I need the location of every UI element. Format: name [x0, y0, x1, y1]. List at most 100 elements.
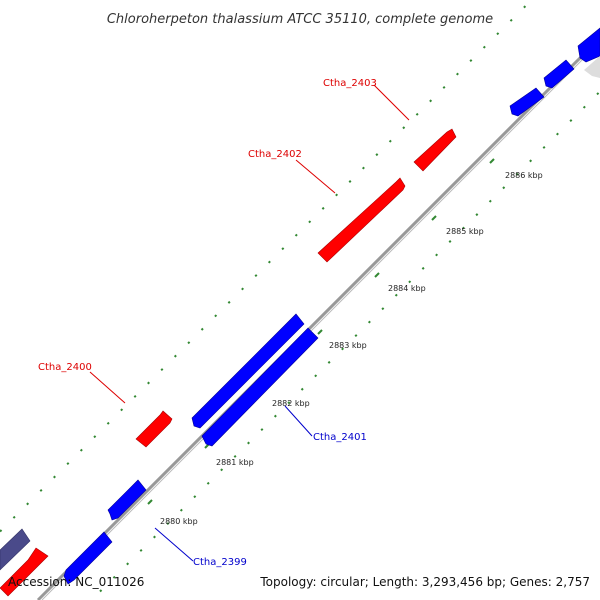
- gene-label-ctha-2400[interactable]: Ctha_2400: [38, 362, 92, 373]
- gene-arrow-reverse[interactable]: [577, 27, 600, 63]
- label-leaders: [89, 84, 410, 562]
- minor-tick: [556, 132, 559, 136]
- minor-tick: [415, 112, 419, 116]
- minor-tick: [281, 247, 285, 251]
- minor-tick: [147, 381, 150, 385]
- minor-tick: [327, 360, 331, 364]
- minor-tick: [26, 502, 30, 506]
- forward-genes: [0, 128, 457, 597]
- minor-tick: [153, 535, 156, 539]
- minor-tick: [375, 153, 379, 157]
- minor-tick: [367, 320, 371, 324]
- gene-label-ctha-2401[interactable]: Ctha_2401: [313, 432, 367, 443]
- minor-tick: [461, 226, 465, 230]
- gene-arrow-ctha-2400[interactable]: [135, 410, 173, 448]
- gene-arrow-reverse[interactable]: [107, 479, 147, 521]
- minor-tick: [126, 562, 130, 566]
- tick-label: 2882 kbp: [272, 399, 310, 408]
- minor-tick: [12, 515, 16, 519]
- minor-tick: [39, 488, 43, 492]
- gene-arrow-ctha-2403[interactable]: [413, 128, 457, 172]
- accession-text: Accession: NC_011026: [8, 575, 144, 589]
- minor-tick: [247, 441, 250, 445]
- major-tick: [317, 329, 323, 335]
- minor-tick: [321, 206, 325, 210]
- minor-tick: [448, 240, 452, 243]
- minor-tick: [254, 274, 258, 277]
- tick-label: 2885 kbp: [446, 227, 484, 236]
- minor-tick: [482, 45, 486, 49]
- minor-tick: [335, 193, 339, 197]
- gene-arrow-reverse[interactable]: [0, 528, 31, 571]
- gene-label-ctha-2403[interactable]: Ctha_2403: [323, 78, 377, 89]
- minor-tick: [509, 18, 513, 22]
- minor-tick: [515, 172, 519, 176]
- minor-tick: [187, 341, 191, 345]
- minor-tick: [0, 529, 3, 533]
- minor-tick: [173, 354, 177, 358]
- tick-label: 2884 kbp: [388, 284, 426, 293]
- tick-label: 2881 kbp: [216, 458, 254, 467]
- minor-tick: [529, 159, 533, 163]
- minor-tick: [227, 300, 231, 304]
- gene-arrow-reverse[interactable]: [543, 59, 575, 89]
- minor-tick: [106, 421, 110, 425]
- minor-tick: [179, 508, 183, 512]
- major-tick: [489, 158, 495, 164]
- minor-tick: [93, 435, 97, 439]
- minor-tick: [300, 387, 304, 391]
- tick-label: 2880 kbp: [160, 517, 198, 526]
- major-tick: [374, 272, 380, 278]
- minor-tick: [120, 408, 124, 412]
- minor-tick: [569, 119, 573, 123]
- major-ticks: [147, 158, 495, 505]
- minor-tick: [388, 139, 392, 143]
- minor-tick: [502, 186, 506, 190]
- minor-tick: [267, 260, 271, 264]
- minor-tick: [193, 495, 197, 499]
- tick-label: 2886 kbp: [505, 171, 543, 180]
- minor-tick: [166, 522, 170, 526]
- minor-tick: [308, 220, 312, 224]
- minor-tick: [496, 32, 500, 36]
- minor-tick: [206, 481, 210, 485]
- minor-tick: [523, 5, 527, 9]
- minor-tick: [488, 199, 492, 203]
- tick-label: 2883 kbp: [329, 341, 367, 350]
- minor-tick: [381, 307, 385, 311]
- gene-arrow-ctha-2401[interactable]: [201, 327, 319, 447]
- tick-dots: [0, 5, 600, 593]
- minor-tick: [260, 428, 264, 432]
- minor-tick: [435, 253, 439, 257]
- gene-arrow-reverse[interactable]: [509, 87, 545, 117]
- minor-tick: [220, 468, 224, 472]
- minor-tick: [53, 475, 56, 479]
- minor-tick: [139, 548, 143, 552]
- minor-tick: [273, 414, 277, 418]
- gene-arrow-reverse[interactable]: [191, 313, 305, 429]
- minor-tick: [99, 589, 103, 593]
- minor-tick: [66, 462, 70, 466]
- gene-label-ctha-2399[interactable]: Ctha_2399: [193, 557, 247, 568]
- minor-tick: [456, 72, 459, 76]
- minor-tick: [361, 166, 365, 170]
- minor-tick: [475, 213, 479, 217]
- gene-arrow-ctha-2402[interactable]: [317, 177, 406, 263]
- gene-arrow-forward[interactable]: [0, 547, 49, 597]
- genome-backbone: [36, 36, 600, 600]
- minor-tick: [314, 374, 318, 378]
- minor-tick: [394, 293, 398, 297]
- gene-arrow-ctha-2399[interactable]: [63, 531, 113, 585]
- minor-tick: [348, 180, 352, 183]
- minor-tick: [133, 394, 137, 398]
- map-title: Chloroherpeton thalassium ATCC 35110, co…: [107, 12, 493, 27]
- gene-label-ctha-2402[interactable]: Ctha_2402: [248, 149, 302, 160]
- minor-tick: [112, 575, 116, 579]
- minor-tick: [429, 99, 433, 103]
- reverse-genes: [0, 27, 600, 585]
- minor-tick: [200, 327, 204, 331]
- major-tick: [147, 499, 153, 505]
- minor-tick: [160, 368, 164, 372]
- minor-tick: [469, 59, 473, 63]
